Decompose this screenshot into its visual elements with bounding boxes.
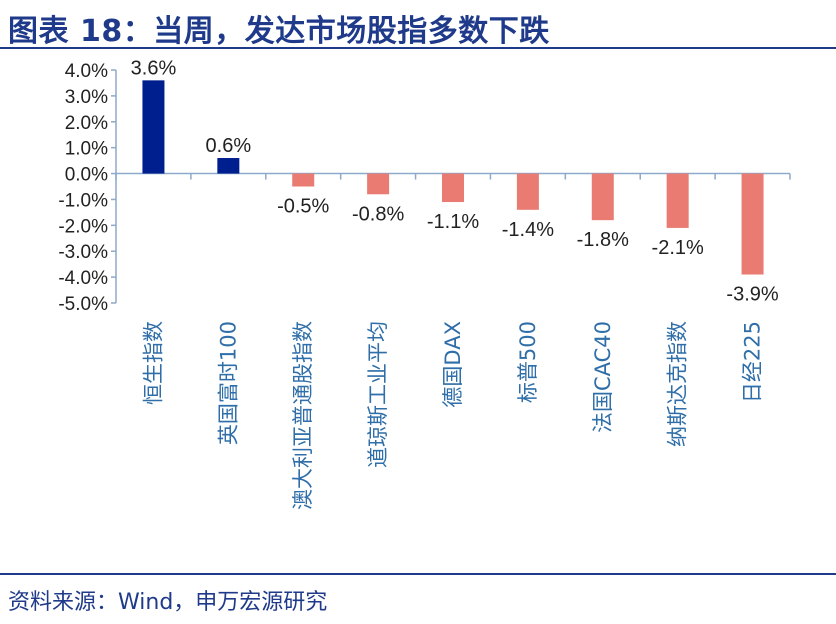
category-label: 道琼斯工业平均 <box>366 321 390 468</box>
data-label: 3.6% <box>131 57 177 79</box>
data-label: 0.6% <box>206 135 252 157</box>
bar <box>442 173 464 203</box>
bar <box>516 173 539 210</box>
bar <box>666 173 689 228</box>
bar <box>367 173 390 195</box>
data-label: -2.1% <box>652 237 704 259</box>
source-note: 资料来源：Wind，申万宏源研究 <box>8 590 328 615</box>
bar <box>142 80 165 174</box>
category-label: 日经225 <box>741 321 765 403</box>
bar <box>292 173 315 187</box>
bar-chart: 4.0% 3.0% 2.0% 1.0% 0.0% -1.0% -2.0% -3.0% -4.0%… <box>58 57 791 510</box>
y-tick-label: 1.0% <box>65 139 108 160</box>
footer-divider <box>0 573 836 575</box>
y-tick-label: -3.0% <box>58 242 108 263</box>
data-label: -3.9% <box>726 284 778 306</box>
bar <box>591 173 614 221</box>
category-label: 英国富时100 <box>216 321 240 445</box>
data-label: -1.1% <box>427 211 479 233</box>
y-tick-label: -2.0% <box>58 216 108 237</box>
data-label: -0.5% <box>277 196 329 218</box>
y-tick-label: 3.0% <box>65 87 108 108</box>
y-tick-label: 4.0% <box>65 61 108 82</box>
title-divider <box>0 47 836 49</box>
chart-title: 图表 18：当周，发达市场股指多数下跌 <box>8 14 550 49</box>
y-tick-label: -5.0% <box>58 294 108 315</box>
y-tick-label: -1.0% <box>58 190 108 211</box>
data-label: -1.8% <box>577 229 629 251</box>
category-label: 标普500 <box>516 321 540 403</box>
y-tick-label: 0.0% <box>65 165 108 186</box>
y-tick-label: 2.0% <box>65 113 108 134</box>
category-label: 德国DAX <box>441 321 465 408</box>
data-label: -0.8% <box>352 203 404 225</box>
data-label: -1.4% <box>502 219 554 241</box>
bar <box>741 173 764 275</box>
category-label: 恒生指数 <box>141 321 165 405</box>
category-label: 法国CAC40 <box>591 321 615 433</box>
y-tick-label: -4.0% <box>58 268 108 289</box>
category-label: 纳斯达克指数 <box>666 321 690 447</box>
bar <box>217 158 240 174</box>
category-label: 澳大利亚普通股指数 <box>291 321 315 510</box>
